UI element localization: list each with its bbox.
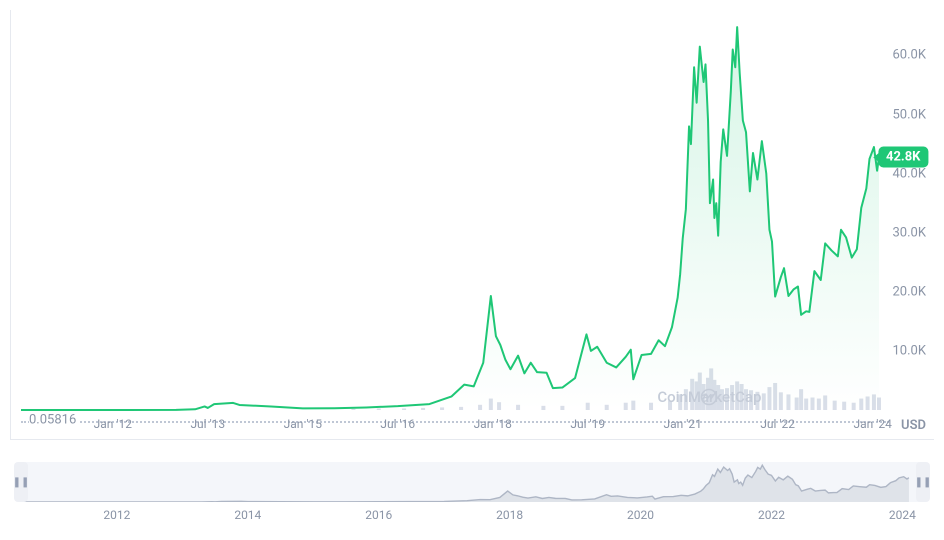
range-handle-right[interactable]: ❚❚ xyxy=(916,462,930,502)
range-x-tick: 2018 xyxy=(496,508,523,522)
price-chart: 0.05816 CoinMarketCap 10.0K 20.0K 30.0K 40.… xyxy=(0,0,944,540)
range-selector[interactable]: ❚❚ ❚❚ 2012 2014 2016 2018 2020 2022 2024 xyxy=(10,458,934,530)
range-x-axis: 2012 2014 2016 2018 2020 2022 2024 xyxy=(22,506,922,528)
current-price-badge: 42.8K xyxy=(878,147,928,168)
x-tick: Jul '16 xyxy=(380,417,415,431)
range-x-tick: 2024 xyxy=(889,508,916,522)
current-price-value: 42.8K xyxy=(886,150,920,165)
plot-area[interactable]: 0.05816 CoinMarketCap xyxy=(21,20,879,410)
range-x-tick: 2016 xyxy=(365,508,392,522)
x-tick: Jan '15 xyxy=(284,417,322,431)
x-tick: Jul '22 xyxy=(760,417,795,431)
y-tick: 10.0K xyxy=(892,343,926,358)
x-tick: Jul '19 xyxy=(570,417,605,431)
y-tick: 30.0K xyxy=(892,225,926,240)
y-tick: 60.0K xyxy=(892,48,926,63)
x-tick: Jan '24 xyxy=(853,417,891,431)
range-x-tick: 2022 xyxy=(758,508,785,522)
range-mini-chart xyxy=(22,462,922,502)
price-line-svg xyxy=(21,20,879,410)
x-tick: Jul '13 xyxy=(190,417,225,431)
y-tick: 50.0K xyxy=(892,107,926,122)
x-axis: Jan '12 Jul '13 Jan '15 Jul '16 Jan '18 Jul '… xyxy=(21,411,879,439)
y-axis-unit: USD xyxy=(901,418,926,433)
range-x-tick: 2014 xyxy=(234,508,261,522)
range-track[interactable] xyxy=(22,462,922,502)
range-x-tick: 2012 xyxy=(103,508,130,522)
range-handle-left[interactable]: ❚❚ xyxy=(14,462,28,502)
main-chart-area[interactable]: 0.05816 CoinMarketCap 10.0K 20.0K 30.0K 40.… xyxy=(10,10,934,440)
x-tick: Jan '12 xyxy=(94,417,132,431)
x-tick: Jan '18 xyxy=(474,417,512,431)
y-axis: 10.0K 20.0K 30.0K 40.0K 50.0K 60.0K xyxy=(878,20,934,410)
y-tick: 20.0K xyxy=(892,284,926,299)
range-x-tick: 2020 xyxy=(627,508,654,522)
x-tick: Jan '21 xyxy=(664,417,702,431)
y-tick: 40.0K xyxy=(892,166,926,181)
